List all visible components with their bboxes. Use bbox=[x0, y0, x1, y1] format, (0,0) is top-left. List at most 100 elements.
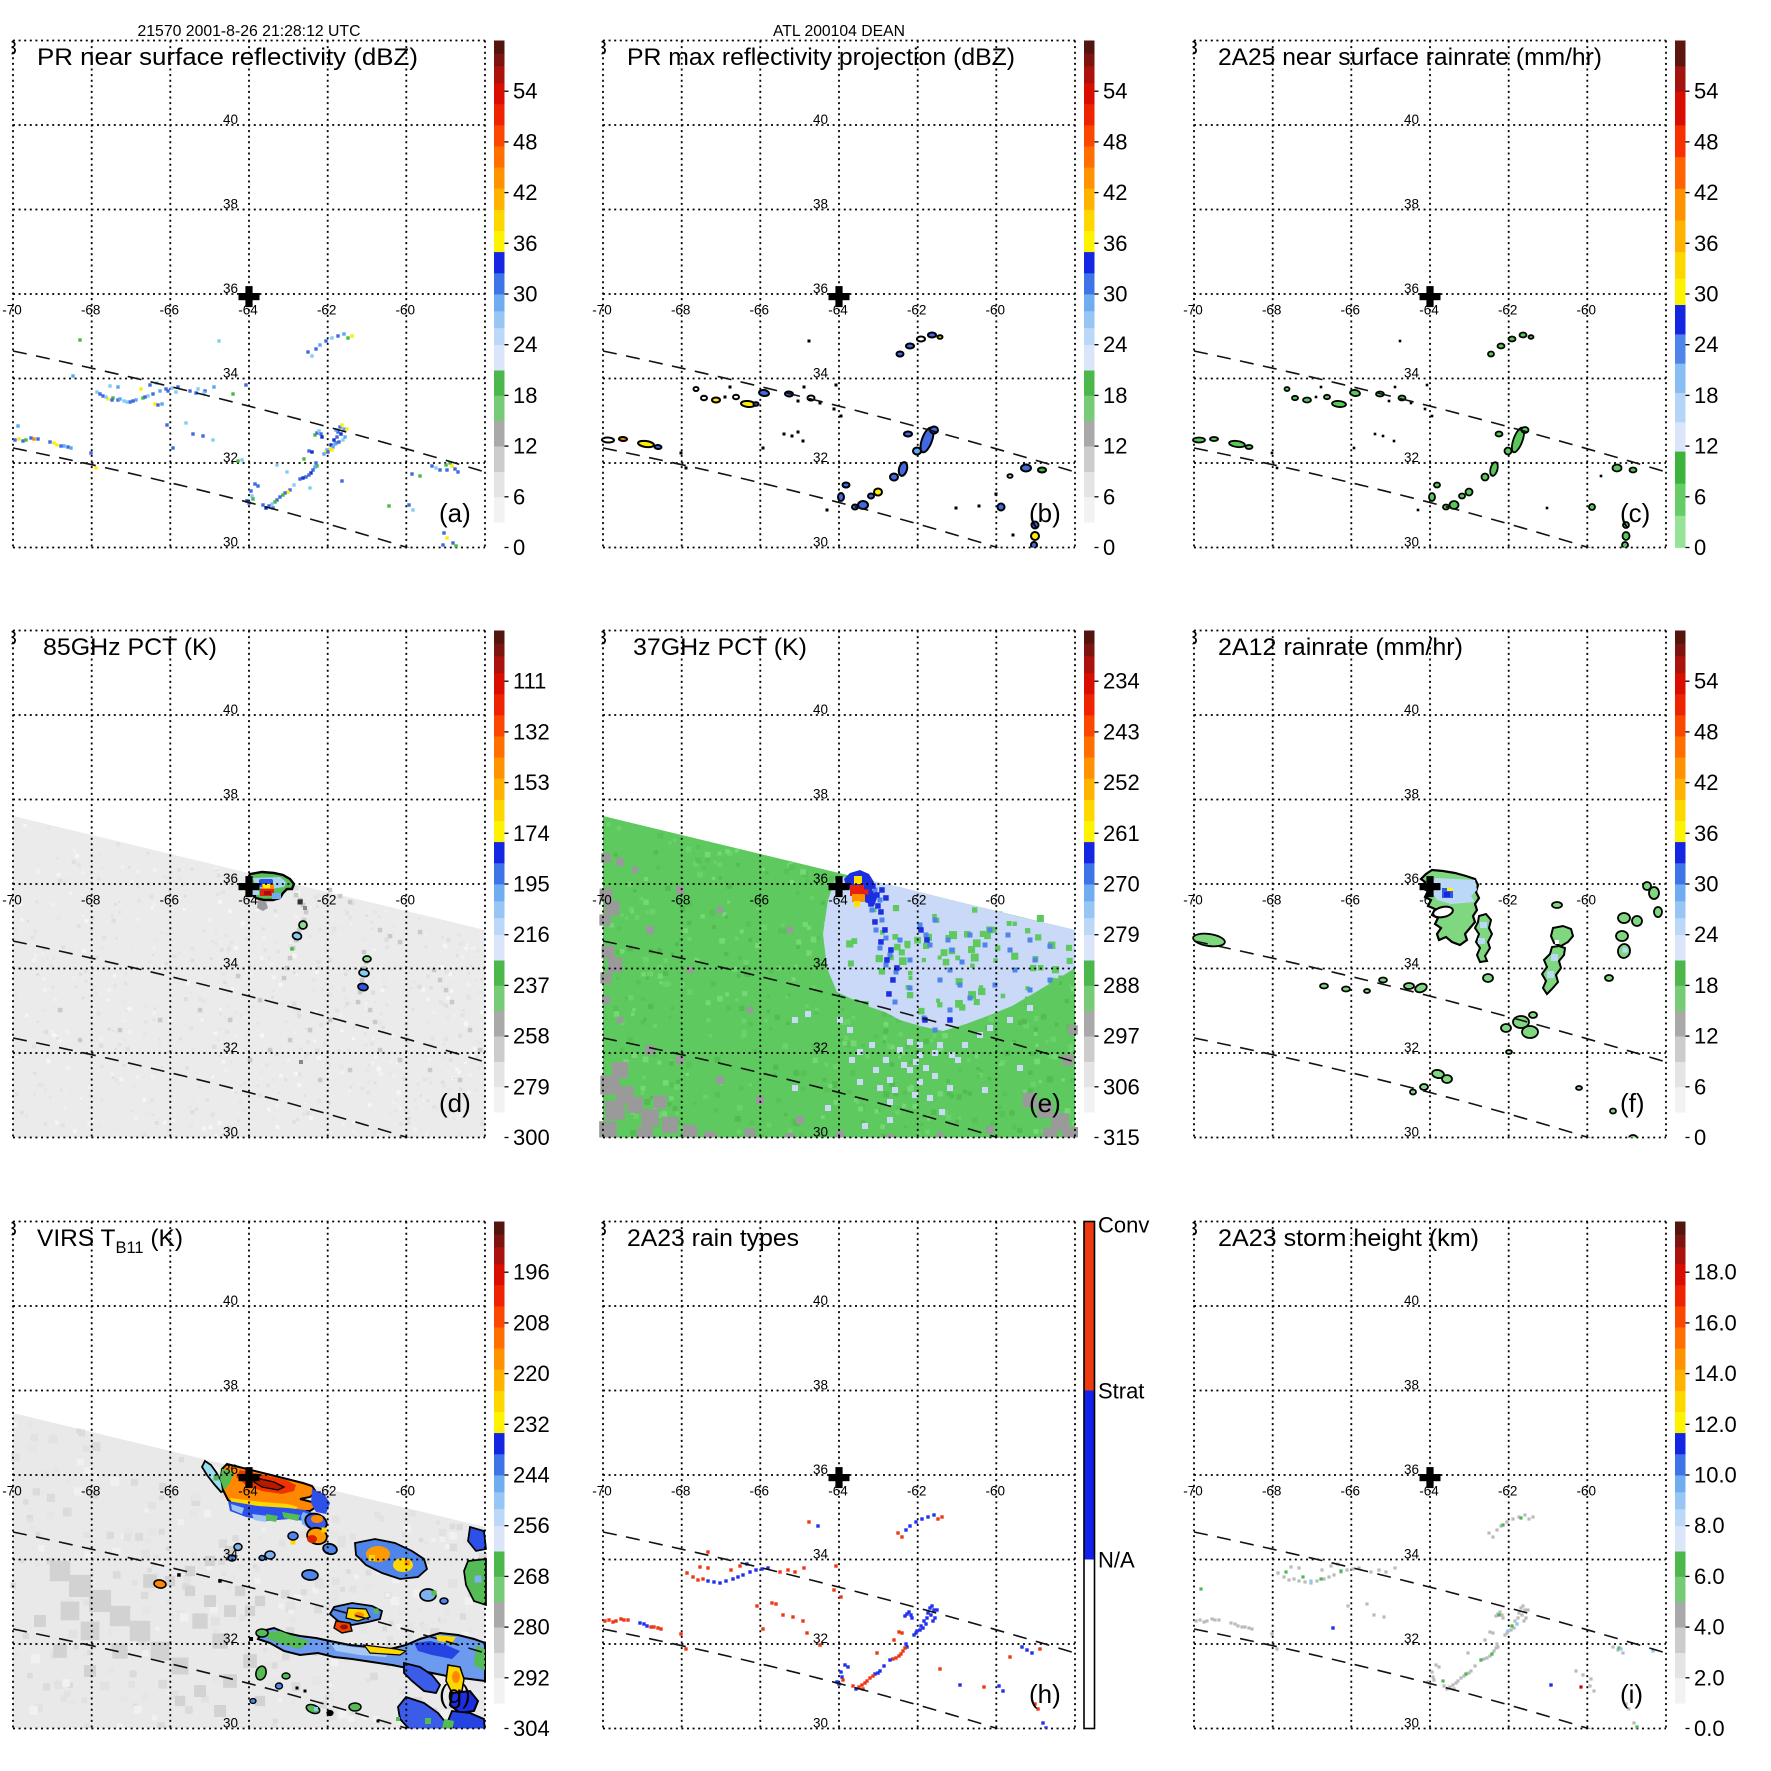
svg-text:32: 32 bbox=[223, 450, 238, 465]
svg-text:-60: -60 bbox=[986, 1483, 1006, 1498]
svg-text:-70: -70 bbox=[593, 893, 613, 908]
svg-text:30: 30 bbox=[1404, 1715, 1419, 1730]
svg-text:258: 258 bbox=[513, 1024, 550, 1049]
svg-text:38: 38 bbox=[813, 1377, 828, 1392]
svg-text:-70: -70 bbox=[2, 302, 22, 317]
svg-text:-62: -62 bbox=[317, 893, 337, 908]
svg-text:12: 12 bbox=[513, 434, 537, 459]
svg-text:38: 38 bbox=[1404, 787, 1419, 802]
svg-text:N/A: N/A bbox=[1098, 1547, 1135, 1572]
svg-text:-64: -64 bbox=[238, 1483, 258, 1498]
svg-text:10.0: 10.0 bbox=[1694, 1462, 1737, 1487]
svg-text:-64: -64 bbox=[829, 302, 849, 317]
svg-text:30: 30 bbox=[813, 1125, 828, 1140]
svg-text:(d): (d) bbox=[439, 1088, 471, 1118]
svg-text:2A25 near surface rainrate (mm: 2A25 near surface rainrate (mm/hr) bbox=[1218, 44, 1602, 71]
svg-text:40: 40 bbox=[813, 1293, 828, 1308]
svg-text:-60: -60 bbox=[396, 302, 415, 317]
svg-text:208: 208 bbox=[513, 1310, 550, 1335]
svg-text:232: 232 bbox=[513, 1411, 550, 1436]
svg-text:196: 196 bbox=[513, 1259, 550, 1284]
svg-text:-64: -64 bbox=[829, 1483, 849, 1498]
svg-text:-64: -64 bbox=[1419, 302, 1439, 317]
svg-text:(a): (a) bbox=[439, 498, 471, 528]
svg-text:-64: -64 bbox=[238, 893, 258, 908]
svg-text:(c): (c) bbox=[1620, 498, 1650, 528]
svg-text:-66: -66 bbox=[160, 1483, 180, 1498]
svg-text:Conv: Conv bbox=[1098, 1212, 1149, 1237]
svg-text:-66: -66 bbox=[1340, 1483, 1360, 1498]
svg-text:-70: -70 bbox=[593, 1483, 613, 1498]
svg-text:6: 6 bbox=[513, 484, 525, 509]
svg-text:-66: -66 bbox=[750, 302, 770, 317]
svg-text:37GHz PCT (K): 37GHz PCT (K) bbox=[633, 634, 807, 661]
svg-text:0: 0 bbox=[513, 535, 525, 560]
svg-text:-62: -62 bbox=[1498, 893, 1518, 908]
svg-text:32: 32 bbox=[813, 1040, 828, 1055]
svg-text:-68: -68 bbox=[671, 302, 691, 317]
svg-text:36: 36 bbox=[1404, 281, 1419, 296]
svg-text:36: 36 bbox=[223, 1462, 238, 1477]
svg-text:304: 304 bbox=[513, 1716, 550, 1741]
svg-text:6.0: 6.0 bbox=[1694, 1564, 1725, 1589]
svg-text:Strat: Strat bbox=[1098, 1378, 1144, 1403]
svg-text:42: 42 bbox=[1103, 180, 1127, 205]
svg-text:18: 18 bbox=[513, 383, 537, 408]
svg-text:36: 36 bbox=[1404, 1462, 1419, 1477]
svg-text:38: 38 bbox=[1404, 196, 1419, 211]
svg-text:40: 40 bbox=[813, 702, 828, 717]
svg-text:48: 48 bbox=[1694, 720, 1718, 745]
svg-text:-62: -62 bbox=[317, 302, 337, 317]
svg-text:30: 30 bbox=[1404, 1125, 1419, 1140]
svg-text:48: 48 bbox=[513, 129, 537, 154]
svg-text:34: 34 bbox=[223, 1546, 238, 1561]
svg-text:-62: -62 bbox=[907, 1483, 927, 1498]
svg-text:-70: -70 bbox=[2, 1483, 22, 1498]
svg-text:-62: -62 bbox=[1498, 302, 1518, 317]
svg-text:-66: -66 bbox=[750, 1483, 770, 1498]
svg-text:-64: -64 bbox=[829, 893, 849, 908]
svg-text:36: 36 bbox=[813, 871, 828, 886]
svg-text:2A12 rainrate (mm/hr): 2A12 rainrate (mm/hr) bbox=[1218, 634, 1463, 661]
svg-text:-70: -70 bbox=[2, 893, 22, 908]
svg-text:-60: -60 bbox=[396, 893, 415, 908]
svg-text:32: 32 bbox=[813, 450, 828, 465]
svg-text:38: 38 bbox=[813, 787, 828, 802]
svg-text:16.0: 16.0 bbox=[1694, 1310, 1737, 1335]
svg-text:153: 153 bbox=[513, 770, 550, 795]
svg-text:12: 12 bbox=[1694, 1024, 1718, 1049]
svg-text:(h): (h) bbox=[1029, 1679, 1061, 1709]
svg-text:-62: -62 bbox=[317, 1483, 337, 1498]
svg-text:32: 32 bbox=[813, 1631, 828, 1646]
svg-text:34: 34 bbox=[223, 956, 238, 971]
svg-text:24: 24 bbox=[513, 332, 537, 357]
svg-text:PR max reflectivity projection: PR max reflectivity projection (dBZ) bbox=[627, 44, 1015, 71]
svg-text:36: 36 bbox=[1404, 871, 1419, 886]
svg-text:-68: -68 bbox=[671, 893, 691, 908]
svg-text:237: 237 bbox=[513, 973, 550, 998]
svg-text:279: 279 bbox=[1103, 922, 1140, 947]
svg-text:(e): (e) bbox=[1029, 1088, 1061, 1118]
svg-text:36: 36 bbox=[1694, 821, 1718, 846]
svg-text:-62: -62 bbox=[907, 893, 927, 908]
svg-text:54: 54 bbox=[1103, 79, 1127, 104]
svg-text:252: 252 bbox=[1103, 770, 1140, 795]
svg-text:40: 40 bbox=[223, 112, 238, 127]
svg-text:24: 24 bbox=[1103, 332, 1127, 357]
svg-text:2A23 storm height (km): 2A23 storm height (km) bbox=[1218, 1225, 1479, 1252]
svg-text:36: 36 bbox=[1103, 231, 1127, 256]
svg-text:12: 12 bbox=[1103, 434, 1127, 459]
svg-text:54: 54 bbox=[1694, 669, 1718, 694]
svg-text:0: 0 bbox=[1694, 1125, 1706, 1150]
svg-text:(b): (b) bbox=[1029, 498, 1061, 528]
svg-text:195: 195 bbox=[513, 872, 550, 897]
svg-text:40: 40 bbox=[813, 112, 828, 127]
svg-text:34: 34 bbox=[813, 365, 828, 380]
svg-text:-66: -66 bbox=[750, 893, 770, 908]
svg-text:48: 48 bbox=[1694, 129, 1718, 154]
svg-text:30: 30 bbox=[223, 1125, 238, 1140]
svg-text:42: 42 bbox=[1694, 770, 1718, 795]
svg-text:36: 36 bbox=[223, 281, 238, 296]
svg-text:40: 40 bbox=[1404, 1293, 1419, 1308]
svg-text:(f): (f) bbox=[1620, 1088, 1645, 1118]
